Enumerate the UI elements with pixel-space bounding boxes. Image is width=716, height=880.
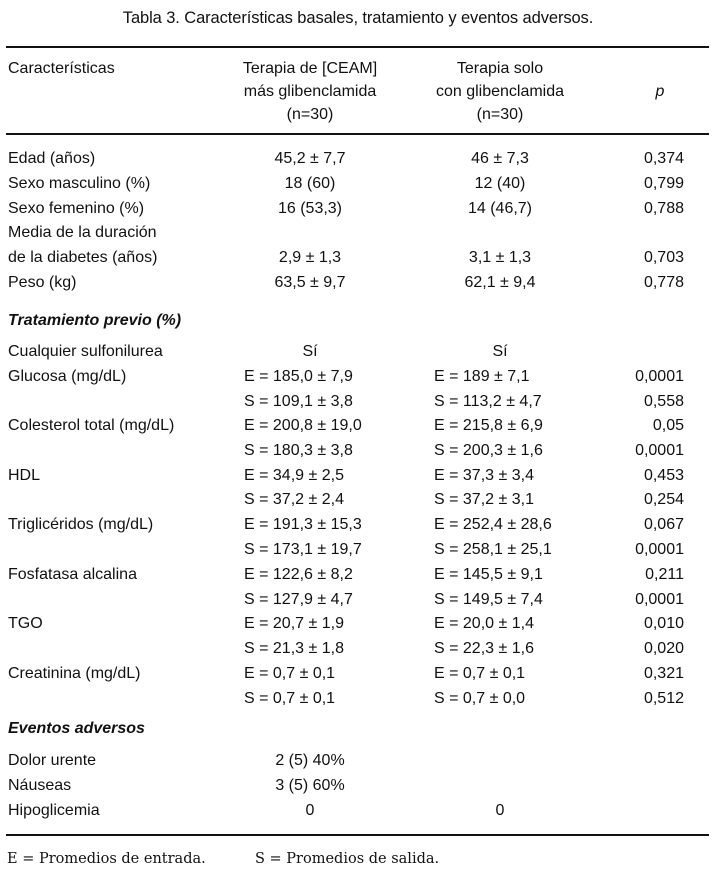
- baseline-row-p: 0,374: [643, 150, 684, 167]
- header-p-value: p: [655, 83, 665, 100]
- baseline-row-ceam: 16 (53,3): [277, 200, 343, 217]
- treatment-row-glib: S = 37,2 ± 3,1: [434, 491, 534, 508]
- treatment-row-label: Triglicéridos (mg/dL): [8, 516, 154, 533]
- treatment-row-ceam: E = 122,6 ± 8,2: [244, 566, 353, 583]
- treatment-row-p: 0,05: [652, 417, 684, 434]
- treatment-row-ceam: S = 180,3 ± 3,8: [244, 442, 353, 459]
- baseline-row-p: 0,788: [643, 200, 684, 217]
- adverse-row-label: Náuseas: [8, 777, 72, 794]
- baseline-row-ceam: 18 (60): [284, 175, 336, 192]
- header-ceam-group: Terapia de [CEAM] más glibenclamida (n=3…: [200, 57, 420, 126]
- treatment-row-p: 0,512: [643, 690, 684, 707]
- treatment-row-ceam: S = 21,3 ± 1,8: [244, 640, 344, 657]
- treatment-row-p: 0,254: [643, 491, 684, 508]
- treatment-row-p: 0,0001: [635, 442, 684, 459]
- treatment-row-glib: E = 20,0 ± 1,4: [434, 615, 534, 632]
- adverse-row-ceam: 3 (5) 60%: [275, 777, 345, 794]
- treatment-row-p: 0,453: [643, 467, 684, 484]
- baseline-row-p: 0,778: [643, 274, 684, 291]
- footnote-exit: S = Promedios de salida.: [255, 851, 440, 867]
- treatment-row-glib: S = 200,3 ± 1,6: [434, 442, 543, 459]
- treatment-row-ceam: E = 34,9 ± 2,5: [244, 467, 344, 484]
- section-heading-treatment: Tratamiento previo (%): [8, 312, 182, 329]
- baseline-row-glib: 62,1 ± 9,4: [464, 274, 536, 291]
- header-rule: [6, 133, 709, 135]
- treatment-row-ceam: S = 173,1 ± 19,7: [244, 541, 362, 558]
- adverse-row-ceam: 2 (5) 40%: [275, 752, 345, 769]
- treatment-row-label: Creatinina (mg/dL): [8, 665, 141, 682]
- treatment-row-ceam: Sí: [302, 343, 318, 360]
- baseline-row-label: Sexo femenino (%): [8, 200, 145, 217]
- treatment-row-glib: E = 0,7 ± 0,1: [434, 665, 526, 682]
- treatment-row-glib: S = 258,1 ± 25,1: [434, 541, 552, 558]
- treatment-row-label: Colesterol total (mg/dL): [8, 417, 175, 434]
- baseline-row-label: de la diabetes (años): [8, 249, 158, 266]
- treatment-row-label: HDL: [8, 467, 41, 484]
- section-heading-adverse: Eventos adversos: [8, 720, 145, 737]
- baseline-row-p: 0,703: [643, 249, 684, 266]
- header-ceam-line: más glibenclamida: [243, 83, 377, 100]
- adverse-row-label: Hipoglicemia: [8, 802, 100, 819]
- baseline-row-label: Sexo masculino (%): [8, 175, 151, 192]
- baseline-row-label: Peso (kg): [8, 274, 77, 291]
- treatment-row-p: 0,0001: [635, 591, 684, 608]
- treatment-row-ceam: E = 185,0 ± 7,9: [244, 368, 353, 385]
- baseline-row-ceam: 63,5 ± 9,7: [274, 274, 346, 291]
- top-rule: [6, 46, 709, 48]
- treatment-row-ceam: S = 109,1 ± 3,8: [244, 393, 353, 410]
- baseline-row-glib: 46 ± 7,3: [471, 150, 529, 167]
- header-glib-line: Terapia solo: [456, 60, 544, 77]
- treatment-row-glib: S = 149,5 ± 7,4: [434, 591, 543, 608]
- adverse-row-ceam: 0: [305, 802, 315, 819]
- baseline-row-p: 0,799: [643, 175, 684, 192]
- header-ceam-line: Terapia de [CEAM]: [242, 60, 378, 77]
- header-characteristics: Características: [8, 60, 115, 77]
- treatment-row-p: 0,211: [645, 566, 684, 583]
- treatment-row-glib: E = 145,5 ± 9,1: [434, 566, 543, 583]
- header-ceam-line: (n=30): [286, 106, 334, 123]
- treatment-row-glib: S = 22,3 ± 1,6: [434, 640, 534, 657]
- treatment-row-p: 0,0001: [635, 541, 684, 558]
- baseline-row-glib: 3,1 ± 1,3: [468, 249, 532, 266]
- treatment-row-label: Fosfatasa alcalina: [8, 566, 137, 583]
- treatment-row-label: TGO: [8, 615, 43, 632]
- treatment-row-p: 0,020: [643, 640, 684, 657]
- treatment-row-p: 0,558: [643, 393, 684, 410]
- treatment-row-ceam: S = 37,2 ± 2,4: [244, 491, 344, 508]
- adverse-row-glib: 0: [495, 802, 505, 819]
- treatment-row-ceam: E = 200,8 ± 19,0: [244, 417, 362, 434]
- header-glib-line: con glibenclamida: [435, 83, 565, 100]
- header-glib-line: (n=30): [476, 106, 524, 123]
- treatment-row-glib: E = 37,3 ± 3,4: [434, 467, 534, 484]
- baseline-row-ceam: 45,2 ± 7,7: [274, 150, 346, 167]
- treatment-row-glib: E = 189 ± 7,1: [434, 368, 530, 385]
- baseline-row-ceam: 2,9 ± 1,3: [278, 249, 342, 266]
- baseline-row-glib: 14 (46,7): [467, 200, 533, 217]
- treatment-row-glib: E = 215,8 ± 6,9: [434, 417, 543, 434]
- treatment-row-glib: Sí: [492, 343, 508, 360]
- baseline-row-label: Media de la duración: [8, 224, 157, 241]
- treatment-row-glib: E = 252,4 ± 28,6: [434, 516, 552, 533]
- treatment-row-ceam: S = 0,7 ± 0,1: [244, 690, 336, 707]
- header-glibenclamide-group: Terapia solo con glibenclamida (n=30): [390, 57, 610, 126]
- treatment-row-p: 0,321: [643, 665, 684, 682]
- treatment-row-glib: S = 113,2 ± 4,7: [434, 393, 542, 410]
- baseline-row-glib: 12 (40): [474, 175, 526, 192]
- treatment-row-p: 0,0001: [635, 368, 684, 385]
- treatment-row-glib: S = 0,7 ± 0,0: [434, 690, 526, 707]
- treatment-row-p: 0,010: [643, 615, 684, 632]
- footnote-entry: E = Promedios de entrada.: [7, 851, 206, 867]
- treatment-row-ceam: E = 0,7 ± 0,1: [244, 665, 336, 682]
- treatment-row-ceam: E = 20,7 ± 1,9: [244, 615, 344, 632]
- treatment-row-ceam: S = 127,9 ± 4,7: [244, 591, 353, 608]
- bottom-rule: [6, 834, 709, 836]
- treatment-row-p: 0,067: [643, 516, 684, 533]
- table-caption: Tabla 3. Características basales, tratam…: [122, 9, 594, 27]
- treatment-row-label: Glucosa (mg/dL): [8, 368, 127, 385]
- treatment-row-ceam: E = 191,3 ± 15,3: [244, 516, 362, 533]
- adverse-row-label: Dolor urente: [8, 752, 97, 769]
- baseline-row-label: Edad (años): [8, 150, 96, 167]
- treatment-row-label: Cualquier sulfonilurea: [8, 343, 163, 360]
